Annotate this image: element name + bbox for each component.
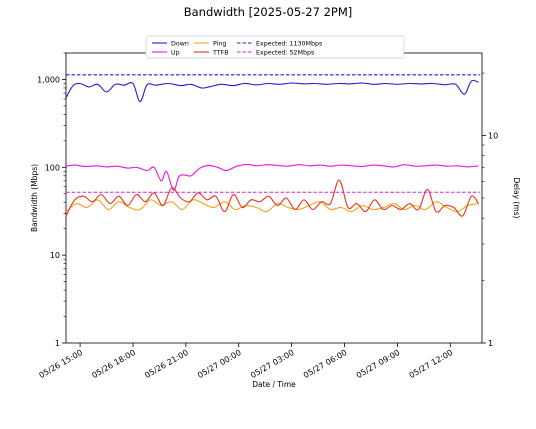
y-left-tick-label: 10 [50, 251, 60, 260]
series-up-line [65, 163, 479, 191]
x-tick-label: 05/27 09:00 [355, 348, 402, 380]
x-tick-label: 05/27 00:00 [196, 348, 243, 380]
series-down-line [65, 79, 479, 103]
y-left-tick-label: 100 [45, 163, 60, 172]
x-axis-label: Date / Time [252, 380, 296, 389]
series-ping-line [65, 199, 479, 213]
x-tick-label: 05/26 18:00 [90, 348, 137, 380]
y-axis-label-left: Bandwidth (Mbps) [30, 164, 39, 232]
legend: Down Up Ping TTFB Expected: 1130Mbps Expected… [145, 35, 405, 59]
legend-label-ttfb: TTFB [212, 49, 229, 56]
x-tick-label: 05/27 06:00 [302, 348, 349, 380]
legend-label-ping: Ping [213, 40, 226, 47]
y-right-tick-label: 10 [488, 132, 498, 141]
y-right-tick-label: 1 [488, 339, 493, 348]
y-left-tick-label: 1 [55, 339, 60, 348]
plot-area [65, 52, 483, 344]
legend-label-expected-1130mbps: Expected: 1130Mbps [256, 40, 322, 47]
chart-title: Bandwidth [2025-05-27 2PM] [184, 5, 353, 19]
legend-label-expected-52mbps: Expected: 52Mbps [256, 49, 314, 56]
legend-label-up: Up [171, 49, 180, 56]
series-ttfb-line [65, 179, 479, 217]
x-tick-label: 05/26 15:00 [37, 348, 84, 380]
legend-box [145, 35, 405, 59]
y-left-tick-label: 1,000 [37, 75, 60, 84]
series-layer [65, 74, 481, 217]
x-tick-label: 05/27 12:00 [408, 348, 455, 380]
y-axis-label-right: Delay (ms) [512, 178, 521, 219]
x-tick-label: 05/27 03:00 [249, 348, 296, 380]
x-tick-label: 05/26 21:00 [143, 348, 190, 380]
legend-label-down: Down [171, 40, 189, 47]
